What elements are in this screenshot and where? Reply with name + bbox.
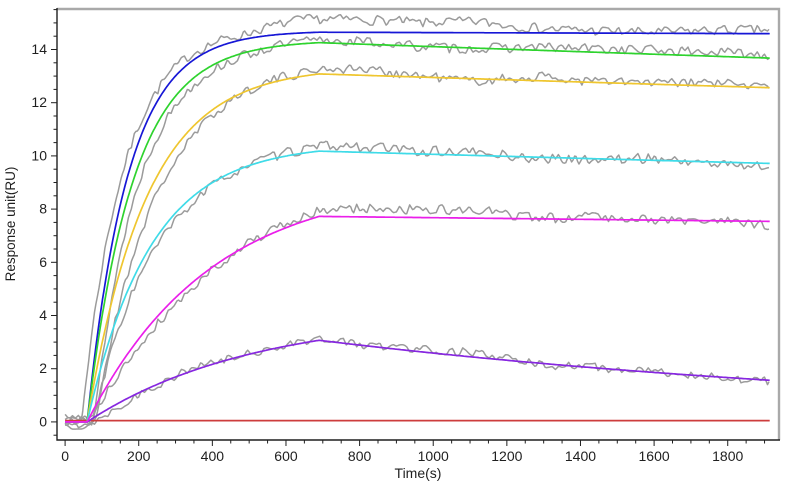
svg-text:4: 4: [39, 307, 47, 323]
fit-yellow: [65, 73, 770, 423]
svg-text:10: 10: [31, 147, 47, 163]
svg-text:12: 12: [31, 94, 47, 110]
svg-text:0: 0: [61, 448, 69, 464]
svg-text:1600: 1600: [639, 448, 670, 464]
svg-text:8: 8: [39, 201, 47, 217]
raw-magenta: [64, 203, 770, 426]
svg-text:1000: 1000: [418, 448, 449, 464]
raw-yellow: [65, 64, 770, 426]
fit-magenta: [65, 215, 770, 423]
raw-green: [64, 36, 770, 430]
svg-text:1400: 1400: [565, 448, 596, 464]
svg-text:400: 400: [201, 448, 225, 464]
fit-cyan: [65, 150, 770, 423]
raw-blue: [65, 13, 770, 426]
svg-text:14: 14: [31, 41, 47, 57]
svg-text:1200: 1200: [491, 448, 522, 464]
fit-green: [65, 41, 770, 423]
svg-text:1800: 1800: [712, 448, 743, 464]
svg-text:2: 2: [39, 360, 47, 376]
x-axis-title: Time(s): [395, 465, 442, 481]
svg-text:200: 200: [127, 448, 151, 464]
svg-text:800: 800: [348, 448, 372, 464]
svg-text:6: 6: [39, 254, 47, 270]
curves-layer: [64, 13, 770, 430]
svg-text:600: 600: [274, 448, 298, 464]
fit-violet: [65, 339, 770, 423]
y-axis-title: Response unit(RU): [3, 167, 18, 282]
svg-text:0: 0: [39, 413, 47, 429]
fit-blue: [65, 31, 770, 423]
plot-frame: [57, 7, 781, 440]
tick-labels: 0 2 4 6 8 10 12 14 0 200 400 600 800 1000 1200 1400 1600…: [31, 41, 743, 464]
axis-lines: [56, 8, 780, 441]
